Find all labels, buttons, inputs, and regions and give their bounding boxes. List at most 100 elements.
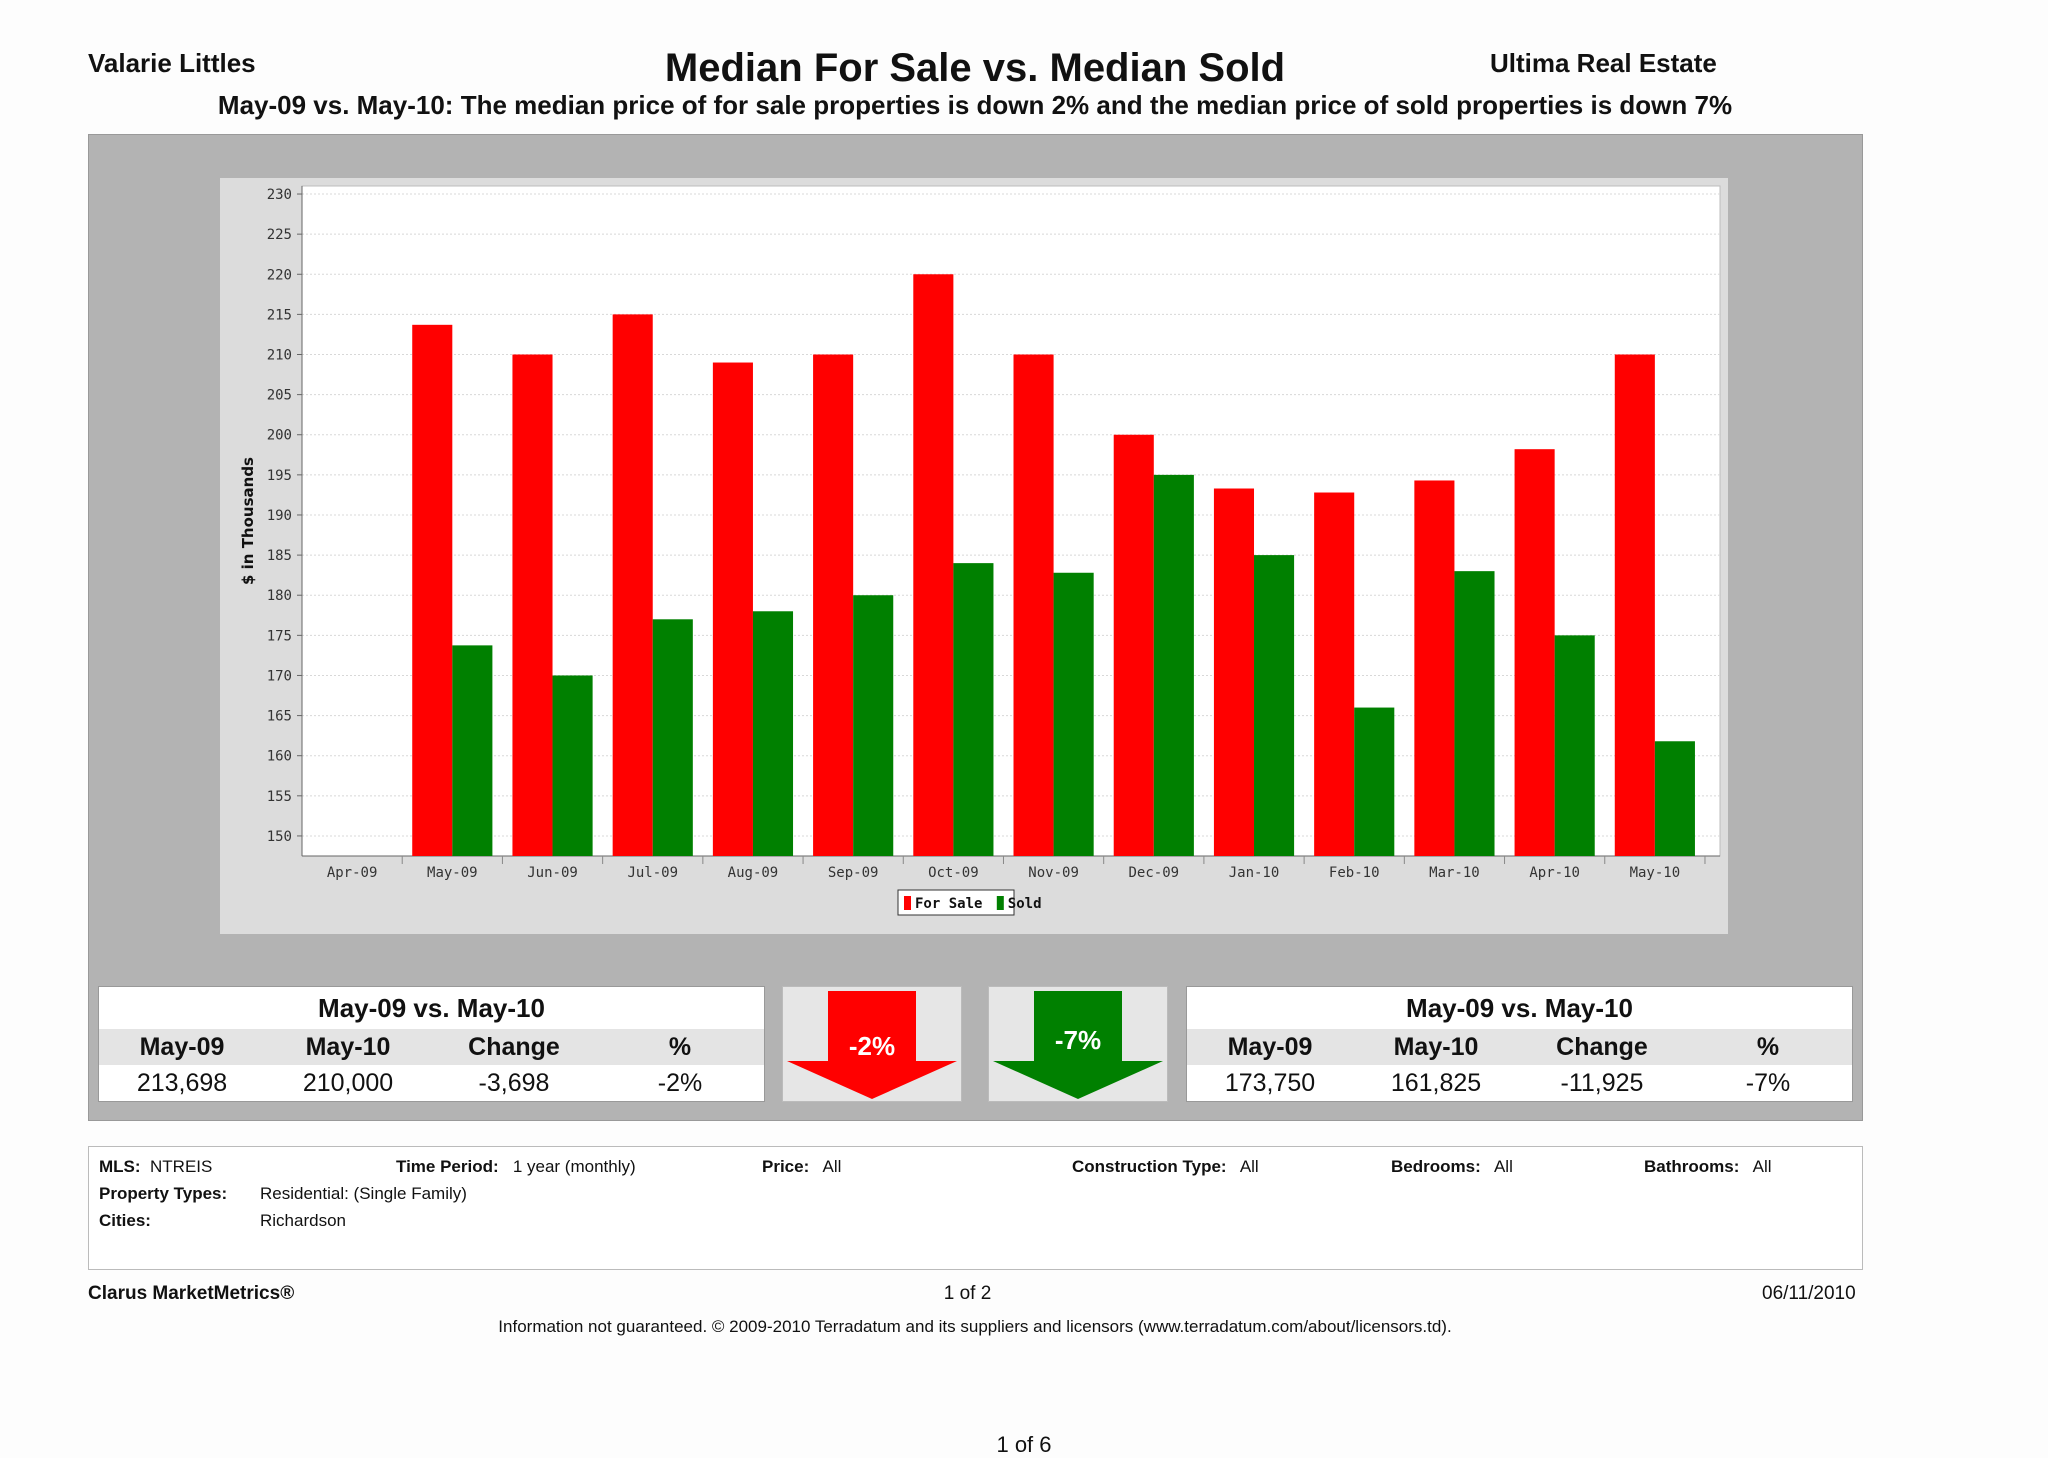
column-header: May-10 xyxy=(305,1033,391,1061)
price-value: All xyxy=(822,1157,842,1176)
x-tick-label: Jun-09 xyxy=(527,865,578,881)
table-cell: 210,000 xyxy=(302,1069,394,1097)
y-tick-label: 195 xyxy=(267,468,292,484)
price-label: Price: xyxy=(762,1157,810,1176)
bar-for-sale xyxy=(1013,354,1054,856)
x-tick-label: Dec-09 xyxy=(1129,865,1180,881)
y-tick-label: 165 xyxy=(267,709,292,725)
y-tick-label: 170 xyxy=(267,668,292,684)
report-title: Median For Sale vs. Median Sold xyxy=(664,46,1286,90)
x-tick-label: May-10 xyxy=(1630,865,1681,881)
chart-area: 150 155 160 165 170 175 180 185 190 195 200 205 210 2… xyxy=(220,178,1728,934)
for-sale-stats-table: May-09 vs. May-10 May-09 May-10 Change %… xyxy=(98,986,765,1102)
legend-label: Sold xyxy=(1008,896,1042,912)
report-criteria-box: MLS: NTREIS Time Period: 1 year (monthly… xyxy=(88,1146,1863,1270)
bar-sold xyxy=(752,611,794,856)
bar-sold xyxy=(853,595,894,856)
bar-for-sale xyxy=(1614,354,1655,856)
bar-for-sale xyxy=(813,354,854,856)
column-header: May-10 xyxy=(1393,1033,1479,1061)
y-tick-label: 160 xyxy=(267,749,292,765)
bar-for-sale xyxy=(712,362,753,856)
table-cell: -3,698 xyxy=(478,1069,550,1097)
y-tick-label: 155 xyxy=(267,789,292,805)
bar-for-sale xyxy=(1514,449,1555,856)
footer-date: 06/11/2010 xyxy=(1762,1283,1856,1304)
column-header: Change xyxy=(468,1033,560,1061)
legend-swatch xyxy=(996,896,1004,910)
sold-stats-header-row: May-09 May-10 Change % xyxy=(1187,1029,1852,1065)
bar-for-sale xyxy=(612,314,653,856)
mls-label: MLS: xyxy=(99,1157,141,1176)
y-tick-label: 210 xyxy=(267,348,292,364)
legend-label: For Sale xyxy=(915,896,982,912)
property-types-label-text: Property Types: xyxy=(99,1184,228,1203)
mls-value: NTREIS xyxy=(150,1157,213,1176)
cities-label-text: Cities: xyxy=(99,1211,151,1230)
time-period-value: 1 year (monthly) xyxy=(512,1157,636,1176)
y-tick-label: 150 xyxy=(267,829,292,845)
y-tick-label: 200 xyxy=(267,428,292,444)
down-arrow-shape xyxy=(993,991,1163,1099)
footer-brand: Clarus MarketMetrics® xyxy=(88,1283,295,1304)
sold-change-label: -7% xyxy=(1054,1025,1102,1055)
x-tick-label: Apr-10 xyxy=(1529,865,1580,881)
for-sale-stats-title: May-09 vs. May-10 xyxy=(318,993,545,1023)
bar-sold xyxy=(1654,741,1695,856)
document-page-number: 1 of 6 xyxy=(996,1432,1052,1457)
bar-for-sale xyxy=(1414,480,1455,856)
x-tick-label: Sep-09 xyxy=(828,865,879,881)
footer-page: 1 of 2 xyxy=(943,1283,992,1304)
time-period-field: Time Period: 1 year (monthly) xyxy=(396,1157,636,1177)
for-sale-stats-header-row: May-09 May-10 Change % xyxy=(99,1029,764,1065)
bar-for-sale xyxy=(512,354,553,856)
table-cell: 213,698 xyxy=(136,1069,228,1097)
sold-stats-title: May-09 vs. May-10 xyxy=(1406,993,1633,1023)
sold-change-arrow: -7% xyxy=(988,986,1168,1102)
x-tick-label: Aug-09 xyxy=(728,865,779,881)
table-cell: -11,925 xyxy=(1560,1069,1644,1097)
construction-type-label: Construction Type: xyxy=(1072,1157,1227,1176)
y-tick-label: 180 xyxy=(267,588,292,604)
sold-stats-value-row: 173,750 161,825 -11,925 -7% xyxy=(1187,1065,1852,1101)
property-types-value: Residential: (Single Family) xyxy=(260,1184,467,1203)
y-tick-label: 205 xyxy=(267,388,292,404)
table-cell: -2% xyxy=(657,1069,703,1097)
bathrooms-field: Bathrooms: All xyxy=(1644,1157,1772,1177)
for-sale-change-label: -2% xyxy=(848,1031,896,1061)
column-header: % xyxy=(1756,1033,1780,1061)
down-arrow-icon xyxy=(993,991,1163,1099)
bar-chart: 150 155 160 165 170 175 180 185 190 195 200 205 210 2… xyxy=(239,185,1721,916)
bar-for-sale xyxy=(412,324,453,856)
bedrooms-label: Bedrooms: xyxy=(1391,1157,1481,1176)
y-tick-label: 220 xyxy=(267,267,292,283)
mls-field: MLS: NTREIS xyxy=(99,1157,212,1177)
down-arrow-shape xyxy=(787,991,957,1099)
property-types-label: Property Types: xyxy=(99,1184,227,1204)
time-period-label: Time Period: xyxy=(396,1157,499,1176)
y-tick-label: 175 xyxy=(267,628,292,644)
report-subtitle: May-09 vs. May-10: The median price of f… xyxy=(217,90,1733,120)
y-tick-label: 225 xyxy=(267,227,292,243)
bar-sold xyxy=(652,619,693,856)
bedrooms-field: Bedrooms: All xyxy=(1391,1157,1513,1177)
bar-sold xyxy=(1254,555,1295,856)
bar-sold xyxy=(552,675,593,856)
bar-sold xyxy=(1053,572,1094,856)
bar-sold xyxy=(953,563,994,856)
bar-sold xyxy=(1354,707,1395,856)
bathrooms-value: All xyxy=(1752,1157,1772,1176)
bar-sold xyxy=(452,645,493,856)
chart-legend xyxy=(897,889,1015,916)
bathrooms-label: Bathrooms: xyxy=(1644,1157,1740,1176)
x-tick-label: Apr-09 xyxy=(327,865,378,881)
bar-for-sale xyxy=(1213,488,1255,856)
bar-for-sale xyxy=(913,274,954,856)
y-tick-label: 215 xyxy=(267,307,292,323)
for-sale-change-arrow: -2% xyxy=(782,986,962,1102)
agent-name: Valarie Littles xyxy=(88,48,256,78)
bar-sold xyxy=(1454,571,1495,856)
y-tick-label: 185 xyxy=(267,548,292,564)
bar-for-sale xyxy=(1314,492,1355,856)
table-cell: -7% xyxy=(1745,1069,1791,1097)
